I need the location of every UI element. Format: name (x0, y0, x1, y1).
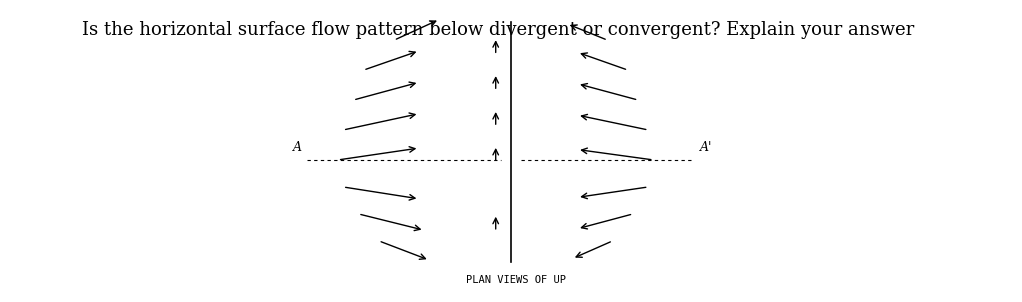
Text: Is the horizontal surface flow pattern below divergent or convergent? Explain yo: Is the horizontal surface flow pattern b… (82, 21, 914, 39)
Text: PLAN VIEWS OF UP: PLAN VIEWS OF UP (466, 275, 566, 285)
Text: A: A (293, 141, 303, 154)
Text: A': A' (699, 141, 712, 154)
